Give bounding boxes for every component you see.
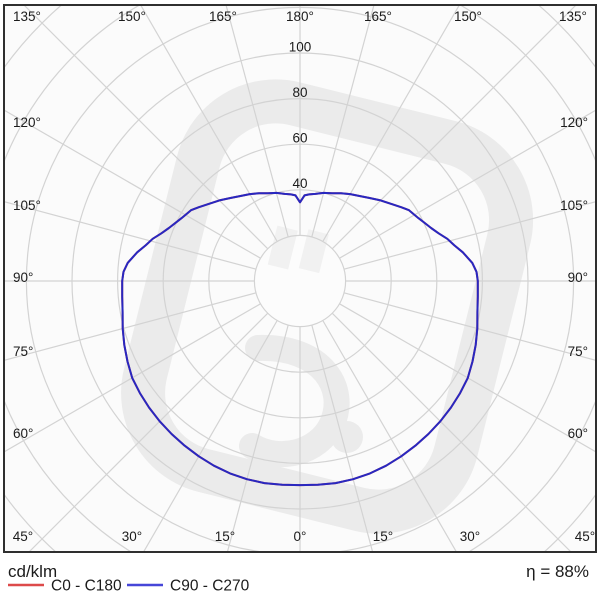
angle-labels-right: 120° 105° 90° 75° 60° [560, 115, 588, 441]
radial-tick-60: 60 [292, 131, 307, 146]
angle-label-180-top: 180° [286, 9, 314, 24]
angle-label-45-bottom-left: 45° [13, 529, 33, 544]
grid-spoke-240 [4, 109, 261, 259]
watermark-logo [121, 79, 534, 534]
grid-spoke-225 [23, 5, 269, 250]
angle-label-165-top-left: 165° [209, 9, 237, 24]
angle-label-30-bottom-left: 30° [122, 529, 142, 544]
grid-spoke-30 [322, 320, 458, 552]
grid-spoke-300 [4, 303, 261, 453]
angle-label-0-bottom: 0° [294, 529, 307, 544]
angle-label-105-left: 105° [13, 198, 41, 213]
units-label: cd/klm [8, 562, 57, 581]
chart-footer: cd/klm η = 88% C0 - C180 C90 - C270 [8, 562, 589, 595]
angle-label-135-top-left: 135° [13, 9, 41, 24]
grid-spoke-195 [225, 5, 289, 238]
radial-tick-labels: 40 60 80 100 [289, 40, 312, 192]
grid-spoke-60 [339, 303, 596, 453]
angle-label-15-bottom-right: 15° [373, 529, 393, 544]
angle-label-45-bottom-right: 45° [575, 529, 595, 544]
angle-labels-bottom: 45° 30° 15° 0° 15° 30° 45° [13, 529, 595, 544]
angle-label-90-left: 90° [13, 270, 33, 285]
watermark-swirl [239, 334, 350, 468]
legend-label-c90-c270: C90 - C270 [170, 578, 250, 595]
angle-label-120-right: 120° [560, 115, 588, 130]
angle-label-75-left: 75° [13, 344, 33, 359]
grid-spoke-120 [339, 109, 596, 259]
grid-spoke-345 [226, 324, 289, 552]
grid-spoke-150 [322, 5, 461, 242]
efficiency-label: η = 88% [526, 562, 589, 581]
grid-spoke-165 [311, 5, 375, 238]
angle-labels-top: 135° 150° 165° 180° 165° 150° 135° [13, 9, 587, 24]
angle-label-165-top-right: 165° [364, 9, 392, 24]
radial-tick-80: 80 [292, 85, 307, 100]
grid-spoke-330 [142, 320, 278, 552]
angle-label-60-left: 60° [13, 426, 33, 441]
angle-label-135-top-right: 135° [559, 9, 587, 24]
curve-C90-C270 [121, 191, 479, 487]
angle-label-30-bottom-right: 30° [460, 529, 480, 544]
radial-tick-40: 40 [292, 176, 307, 191]
grid-spoke-45 [331, 312, 572, 552]
watermark-dot [331, 421, 363, 453]
legend-label-c0-c180: C0 - C180 [51, 578, 122, 595]
angle-label-90-right: 90° [568, 270, 588, 285]
grid-spoke-15 [311, 324, 374, 552]
angle-label-105-right: 105° [560, 198, 588, 213]
radial-tick-100: 100 [289, 40, 312, 55]
grid-spoke-255 [4, 201, 257, 270]
angle-label-150-top-left: 150° [118, 9, 146, 24]
angle-label-60-right: 60° [568, 426, 588, 441]
grid-spoke-135 [331, 5, 577, 250]
plot-border [3, 4, 597, 553]
angle-label-120-left: 120° [13, 115, 41, 130]
grid-spoke-75 [343, 292, 596, 361]
angle-labels-left: 120° 105° 90° 75° 60° [13, 115, 41, 441]
angle-label-75-right: 75° [568, 344, 588, 359]
grid-spoke-105 [343, 201, 596, 270]
grid-spoke-210 [139, 5, 278, 242]
grid-spoke-315 [28, 312, 269, 552]
angle-label-150-top-right: 150° [454, 9, 482, 24]
intensity-curves [121, 191, 479, 487]
grid-spoke-285 [4, 292, 257, 361]
angle-label-15-bottom-left: 15° [215, 529, 235, 544]
